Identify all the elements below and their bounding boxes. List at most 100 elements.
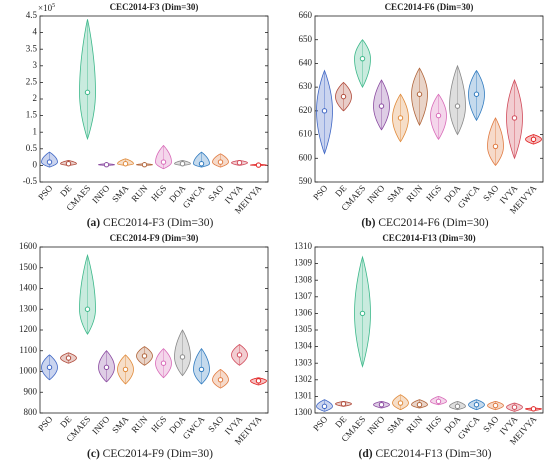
plot-frame bbox=[314, 15, 544, 183]
median-marker bbox=[397, 115, 404, 121]
y-tick-label: 1301 bbox=[294, 390, 312, 400]
y-tick-label: 1.5 bbox=[26, 110, 38, 120]
median-marker bbox=[359, 55, 366, 62]
median-marker bbox=[46, 159, 53, 165]
median-marker bbox=[321, 403, 328, 410]
median-marker bbox=[454, 103, 461, 109]
x-tick-label: GWCA bbox=[456, 414, 482, 441]
x-tick-label: HGS bbox=[149, 414, 168, 434]
median-marker bbox=[435, 398, 442, 405]
median-marker bbox=[416, 91, 423, 97]
median-marker bbox=[236, 160, 243, 166]
median-marker bbox=[359, 310, 366, 317]
median-marker bbox=[435, 112, 442, 119]
x-tick-label: PSO bbox=[36, 414, 55, 433]
y-tick-label: 1400 bbox=[19, 283, 38, 293]
median-marker bbox=[255, 378, 262, 384]
median-marker bbox=[492, 143, 499, 150]
y-tick-label: 630 bbox=[299, 81, 313, 91]
y-tick-label: 640 bbox=[299, 57, 313, 67]
x-tick-label: GWCA bbox=[181, 183, 207, 210]
y-tick-label: 660 bbox=[299, 10, 313, 20]
median-marker bbox=[473, 91, 480, 97]
y-tick-label: 1303 bbox=[294, 357, 313, 367]
plot-frame bbox=[314, 246, 544, 414]
y-tick-label: 3 bbox=[33, 60, 38, 70]
median-marker bbox=[46, 364, 53, 371]
caption-text: CEC2014-F9 (Dim=30) bbox=[103, 448, 213, 460]
median-marker bbox=[103, 364, 110, 371]
median-marker bbox=[65, 355, 72, 361]
y-tick-label: 0.5 bbox=[26, 143, 38, 153]
x-tick-label: SMA bbox=[110, 183, 131, 205]
x-tick-label: SMA bbox=[110, 414, 131, 436]
median-marker bbox=[340, 93, 347, 100]
median-marker bbox=[65, 161, 72, 167]
median-marker bbox=[84, 89, 91, 96]
caption: (d) CEC2014-F13 (Dim=30) bbox=[359, 448, 492, 460]
x-tick-label: GWCA bbox=[181, 414, 207, 441]
median-marker bbox=[255, 162, 262, 168]
x-tick-label: PSO bbox=[36, 183, 55, 202]
median-marker bbox=[511, 404, 518, 410]
y-tick-label: 1302 bbox=[294, 374, 312, 384]
median-marker bbox=[397, 400, 404, 406]
x-tick-label: DE bbox=[333, 183, 349, 199]
median-marker bbox=[416, 402, 423, 408]
y-tick-label: 610 bbox=[299, 129, 313, 139]
y-tick-label: 590 bbox=[299, 176, 313, 186]
caption-text: CEC2014-F6 (Dim=30) bbox=[378, 217, 488, 229]
x-tick-label: INFO bbox=[365, 414, 387, 437]
plot-frame bbox=[39, 246, 269, 414]
median-marker bbox=[103, 162, 110, 168]
y-tick-label: 4.5 bbox=[26, 10, 38, 20]
x-tick-label: RUN bbox=[404, 414, 424, 435]
x-tick-label: PSO bbox=[311, 183, 330, 202]
y-scale-exponent: 5 bbox=[52, 3, 55, 9]
y-tick-label: 1306 bbox=[294, 307, 313, 317]
y-tick-label: 1300 bbox=[294, 407, 313, 417]
caption-label: (b) bbox=[361, 217, 375, 229]
x-tick-label: INFO bbox=[90, 183, 112, 206]
y-scale-label: ×105 bbox=[38, 3, 55, 13]
y-tick-label: 4 bbox=[33, 27, 38, 37]
y-tick-label: 1100 bbox=[19, 345, 37, 355]
caption-label: (d) bbox=[359, 448, 373, 460]
y-tick-label: 1310 bbox=[294, 241, 313, 251]
x-tick-label: PSO bbox=[311, 414, 330, 433]
median-marker bbox=[160, 159, 167, 165]
caption-label: (c) bbox=[87, 448, 100, 460]
y-tick-label: 1300 bbox=[19, 303, 38, 313]
median-marker bbox=[340, 401, 347, 407]
plot-frame bbox=[39, 15, 269, 183]
caption-text: CEC2014-F13 (Dim=30) bbox=[375, 448, 491, 460]
caption: (b) CEC2014-F6 (Dim=30) bbox=[361, 217, 488, 229]
median-marker bbox=[454, 403, 461, 410]
median-marker bbox=[141, 353, 148, 359]
median-marker bbox=[122, 366, 129, 373]
y-tick-label: 650 bbox=[299, 34, 313, 44]
chart-title: CEC2014-F6 (Dim=30) bbox=[385, 2, 474, 12]
x-tick-label: SMA bbox=[385, 414, 406, 436]
x-tick-label: HGS bbox=[149, 183, 168, 203]
caption: (a) CEC2014-F3 (Dim=30) bbox=[87, 217, 214, 229]
median-marker bbox=[179, 161, 186, 167]
y-tick-label: 1600 bbox=[19, 241, 38, 251]
median-marker bbox=[473, 402, 480, 408]
median-marker bbox=[530, 136, 537, 143]
median-marker bbox=[217, 377, 224, 383]
median-marker bbox=[378, 103, 385, 109]
y-tick-label: 1000 bbox=[19, 366, 38, 376]
median-marker bbox=[321, 108, 328, 114]
y-tick-label: 1500 bbox=[19, 262, 38, 272]
y-tick-label: 1305 bbox=[294, 324, 313, 334]
y-tick-label: 900 bbox=[24, 386, 38, 396]
median-marker bbox=[236, 352, 243, 358]
y-tick-label: 1309 bbox=[294, 258, 313, 268]
median-marker bbox=[198, 161, 205, 167]
y-tick-label: 1308 bbox=[294, 274, 313, 284]
x-tick-label: INFO bbox=[365, 183, 387, 206]
caption-text: CEC2014-F3 (Dim=30) bbox=[103, 217, 213, 229]
median-marker bbox=[84, 306, 91, 312]
